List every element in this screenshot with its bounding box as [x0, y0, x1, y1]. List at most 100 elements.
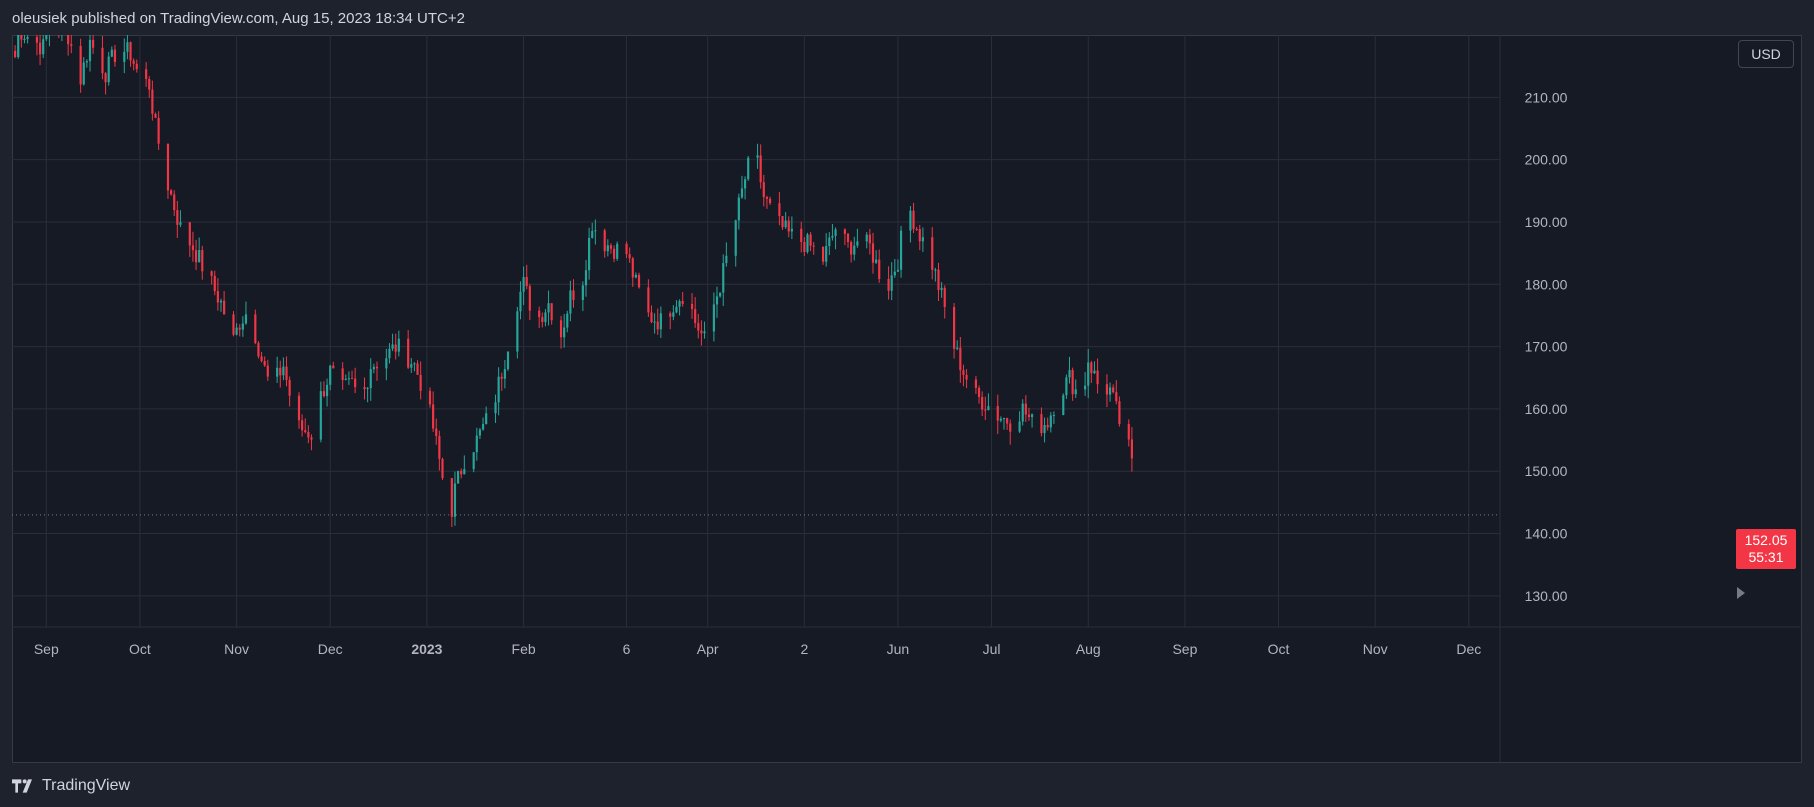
candle-body	[675, 306, 678, 313]
candle-body	[391, 344, 394, 349]
candle-body	[110, 49, 113, 57]
candle-body	[1049, 415, 1052, 428]
candle-body	[1118, 401, 1121, 424]
candle-body	[88, 39, 92, 62]
candle-body	[1074, 389, 1077, 395]
candle-body	[681, 301, 684, 304]
candle-body	[297, 395, 301, 421]
candle-body	[603, 230, 606, 252]
candle-body	[868, 234, 871, 244]
time-tick-label: Aug	[1076, 641, 1101, 657]
candle-body	[719, 292, 722, 297]
candle-body	[516, 311, 519, 352]
candle-body	[768, 198, 772, 204]
candle-body	[45, 35, 48, 40]
time-tick-label: Sep	[1172, 641, 1197, 657]
candle-body	[213, 275, 216, 292]
candle-body	[650, 312, 653, 323]
price-tick-label: 150.00	[1525, 463, 1568, 479]
candle-body	[129, 42, 132, 61]
chart-frame[interactable]	[12, 35, 1802, 763]
candle-body	[809, 234, 812, 246]
candle-body	[319, 391, 322, 440]
candle-body	[909, 210, 912, 231]
candle-body	[1096, 370, 1099, 385]
candle-body	[846, 233, 850, 243]
candle-body	[148, 79, 151, 90]
candle-body	[974, 379, 978, 388]
candle-body	[397, 338, 400, 352]
candle-body	[17, 35, 20, 58]
candle-body	[154, 113, 157, 118]
candle-body	[912, 210, 915, 229]
time-tick-label: 2	[800, 641, 808, 657]
candle-body	[659, 313, 662, 330]
candle-body	[559, 320, 563, 338]
candle-body	[107, 56, 110, 83]
candle-body	[962, 370, 965, 375]
candle-body	[734, 220, 737, 256]
time-tick-label: Sep	[34, 641, 59, 657]
candle-body	[478, 429, 482, 436]
candle-body	[890, 275, 893, 291]
candle-body	[188, 222, 191, 246]
candle-body	[843, 229, 846, 234]
candle-body	[485, 413, 488, 425]
candle-body	[23, 39, 26, 41]
candle-body	[525, 277, 528, 287]
candle-body	[369, 369, 372, 389]
candle-body	[198, 250, 201, 263]
triangle-right-icon[interactable]	[1737, 587, 1745, 599]
candle-body	[132, 60, 135, 64]
candle-body	[887, 279, 890, 291]
bar-countdown: 55:31	[1748, 549, 1784, 565]
candle-body	[113, 49, 117, 62]
candle-body	[101, 47, 104, 74]
candle-body	[14, 50, 17, 58]
candle-body	[784, 220, 787, 228]
candle-body	[987, 406, 990, 411]
candle-body	[223, 300, 226, 315]
candle-body	[956, 347, 959, 349]
candle-body	[441, 458, 444, 479]
candle-body	[806, 234, 809, 252]
candle-body	[653, 321, 656, 323]
candle-body	[450, 478, 453, 517]
candle-body	[347, 378, 350, 380]
candle-body	[637, 274, 641, 288]
time-tick-label: Oct	[129, 641, 151, 657]
candle-body	[831, 235, 834, 238]
candle-body	[865, 234, 868, 242]
price-tick-label: 190.00	[1525, 214, 1568, 230]
candle-body	[825, 246, 828, 262]
candle-body	[915, 228, 918, 230]
candle-body	[463, 469, 466, 475]
candle-body	[456, 470, 460, 484]
currency-button[interactable]: USD	[1738, 40, 1794, 68]
candle-body	[672, 312, 675, 317]
candle-body	[166, 143, 170, 191]
candle-body	[481, 424, 485, 430]
time-tick-label: 6	[623, 641, 631, 657]
publish-info-bar: oleusiek published on TradingView.com, A…	[0, 0, 1814, 36]
candle-body	[410, 364, 413, 368]
candles-group	[14, 35, 1133, 528]
candle-body	[743, 179, 747, 189]
candle-body	[1105, 384, 1109, 395]
candle-body	[828, 237, 831, 247]
candle-body	[569, 290, 572, 314]
candle-body	[937, 269, 940, 291]
candle-body	[497, 376, 500, 403]
time-axis[interactable]: Sep Oct Nov Dec 2023 Feb 6 Apr 2 Jun Jul Aug Sep Oct N…	[34, 641, 1481, 657]
candle-body	[703, 331, 706, 334]
candle-body	[712, 304, 715, 332]
candle-body	[1002, 418, 1006, 420]
price-axis[interactable]: 210.00 200.00 190.00 180.00 170.00 160.00 150.…	[1525, 89, 1568, 604]
candle-body	[67, 35, 70, 45]
candle-body	[332, 365, 335, 369]
candle-body	[460, 470, 463, 475]
candle-body	[737, 197, 740, 221]
price-chart[interactable]: 210.00 200.00 190.00 180.00 170.00 160.00 150.…	[12, 35, 1802, 763]
candle-body	[344, 378, 347, 380]
candle-body	[1087, 362, 1090, 386]
